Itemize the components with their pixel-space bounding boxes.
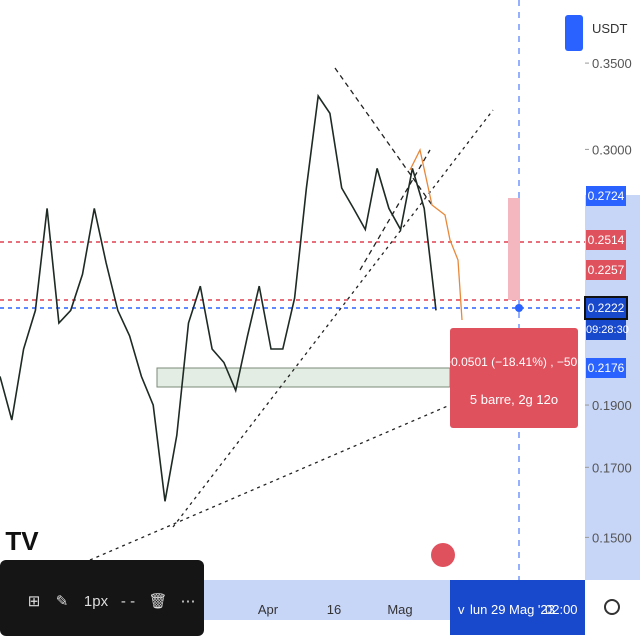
zone	[156, 367, 451, 388]
price-tick: 0.3000	[592, 142, 632, 157]
date-badge	[450, 580, 585, 635]
date-text: 02:00	[545, 602, 578, 617]
measure-text: −0.0501 (−18.41%) , −501	[444, 355, 584, 369]
measure-range	[508, 198, 520, 300]
tool-icon[interactable]: ⊞	[28, 593, 41, 610]
trend-line	[89, 404, 451, 561]
time-label: Apr	[258, 602, 279, 617]
time-label: Mag	[387, 602, 412, 617]
price-badge: 0.2724	[586, 186, 626, 206]
currency[interactable]: USDT	[592, 21, 627, 36]
price-badge: 0.2176	[586, 358, 626, 378]
flag-icon	[431, 543, 455, 567]
price-badge: 0.2514	[586, 230, 626, 250]
axis-highlight	[585, 195, 640, 580]
trend-line	[359, 149, 431, 271]
measure-box	[450, 328, 578, 428]
price-tick: 0.1900	[592, 398, 632, 413]
settings-icon[interactable]	[604, 599, 620, 615]
countdown: 09:28:30	[586, 320, 629, 340]
tool-icon[interactable]: ✎	[56, 593, 69, 610]
cursor-dot	[515, 304, 523, 312]
toolbar	[0, 560, 204, 636]
price-badge: 0.2222	[584, 296, 628, 320]
time-label: 16	[327, 602, 341, 617]
date-text: lun 29 Mag '23	[470, 602, 555, 617]
price-tick: 0.3500	[592, 56, 632, 71]
projection	[409, 148, 463, 321]
tool-icon[interactable]: - -	[121, 593, 135, 610]
tool-icon[interactable]: ⋯	[181, 593, 196, 610]
measure-text: 5 barre, 2g 12o	[470, 392, 558, 407]
currency-icon[interactable]	[565, 15, 583, 51]
date-text: v	[458, 602, 465, 617]
tool-icon[interactable]: 🗑	[148, 593, 167, 610]
line-width[interactable]: 1px	[84, 593, 109, 610]
price-badge: 0.2257	[586, 260, 626, 280]
price-tick: 0.1700	[592, 460, 632, 475]
logo: TV	[5, 526, 39, 556]
price-tick: 0.1500	[592, 530, 632, 545]
price-line	[0, 93, 437, 502]
trend-line	[172, 109, 494, 528]
